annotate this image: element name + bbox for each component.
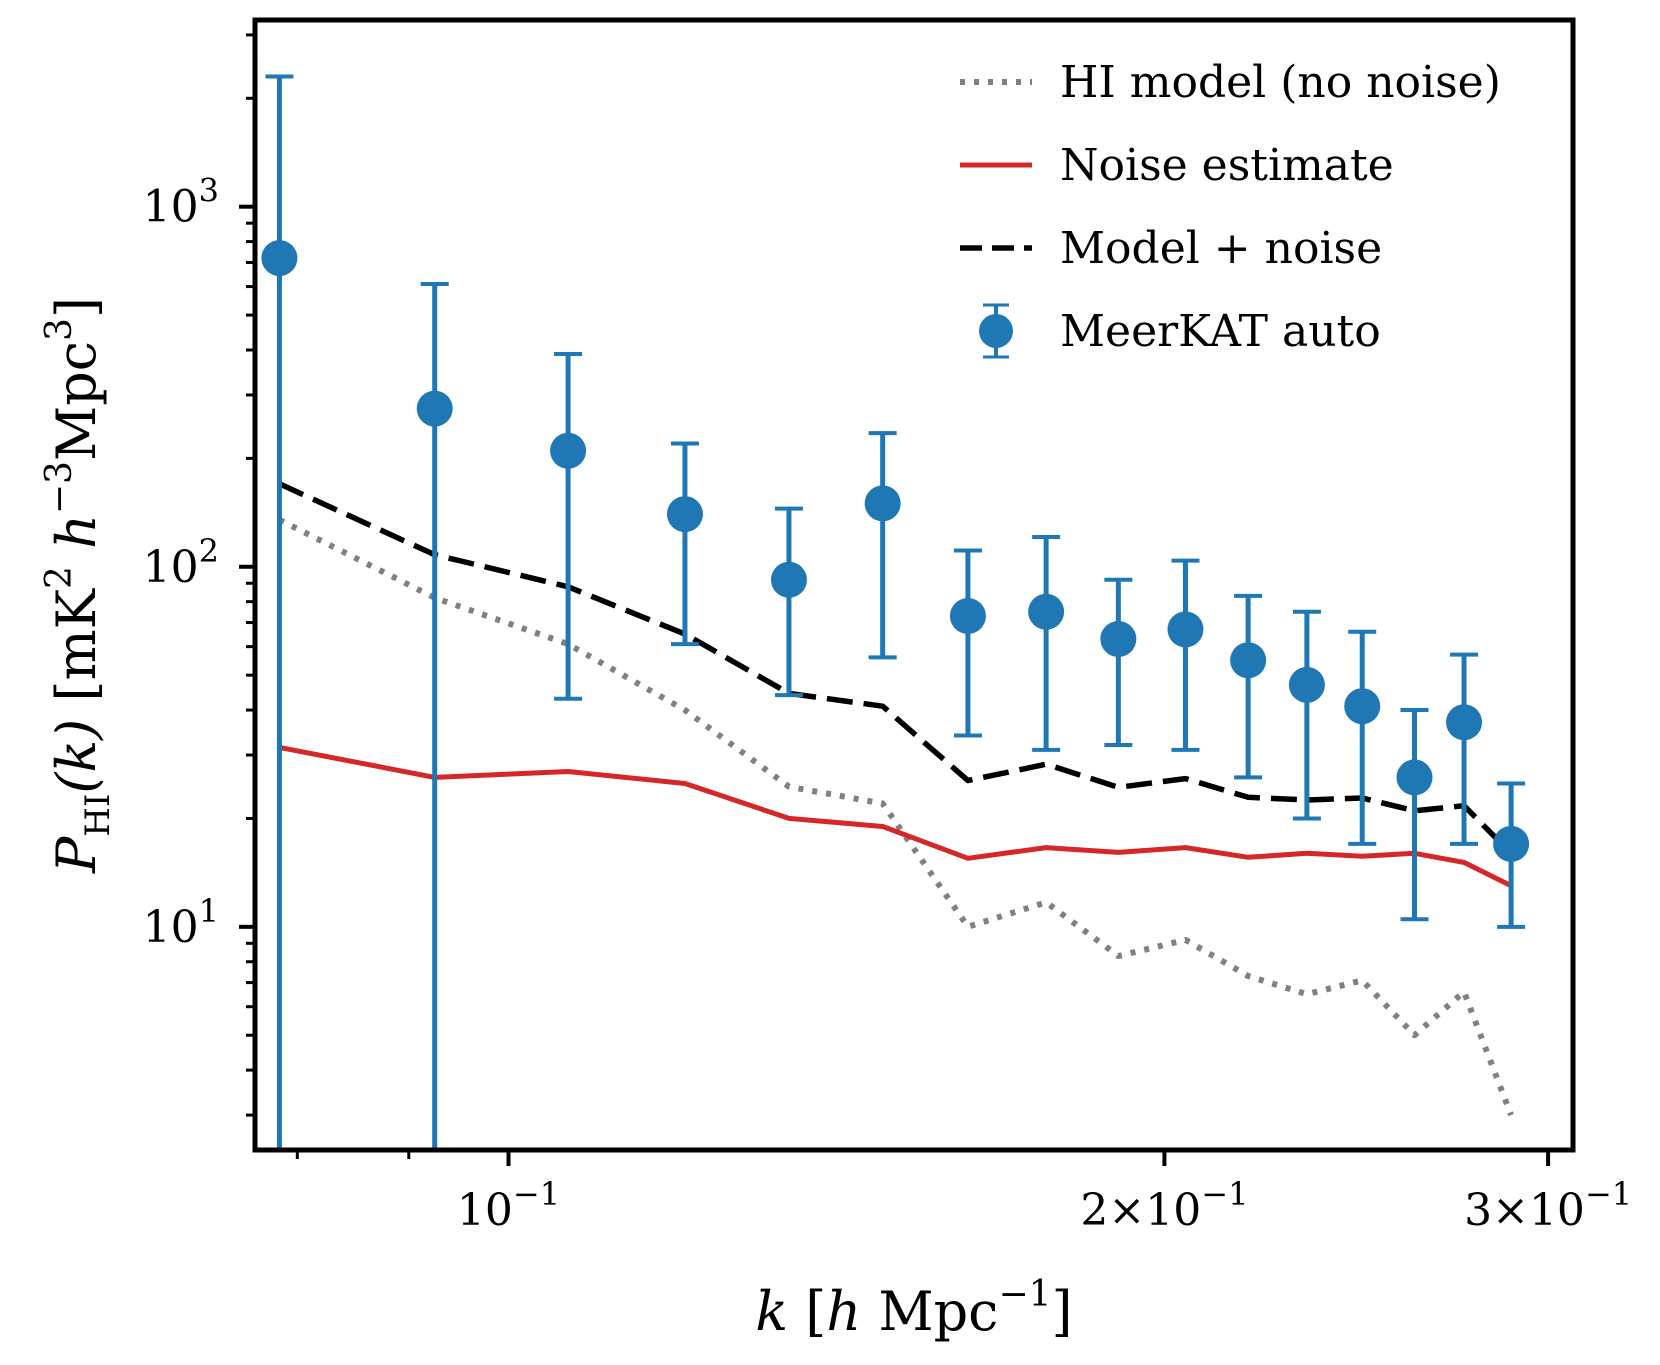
- data-point: [949, 597, 986, 634]
- model-noise-line: [278, 481, 1514, 856]
- data-point: [1100, 621, 1137, 658]
- hi-model-no-noise-line: [278, 517, 1514, 1117]
- legend-label-hi-model-no-noise: HI model (no noise): [1060, 57, 1501, 108]
- y-tick-label: 101: [143, 892, 219, 953]
- x-axis-label: k [h Mpc−1]: [755, 1274, 1072, 1343]
- data-point: [1028, 593, 1065, 630]
- x-tick-label: 3×10−1: [1464, 1175, 1632, 1236]
- data-point: [770, 561, 807, 598]
- plot-frame: [252, 17, 1576, 1153]
- data-point: [1396, 759, 1433, 796]
- data-point: [261, 240, 298, 277]
- data-point: [550, 432, 587, 469]
- y-axis-label: PHI(k) [mK2 h−3Mpc3]: [39, 297, 118, 874]
- data-point: [1344, 688, 1381, 725]
- legend-label-model-noise: Model + noise: [1060, 223, 1382, 274]
- data-point: [1288, 666, 1325, 703]
- legend-label-meerkat-auto: MeerKAT auto: [1060, 306, 1381, 357]
- x-tick-label: 10−1: [457, 1175, 560, 1236]
- axis-labels: k [h Mpc−1] PHI(k) [mK2 h−3Mpc3]: [39, 297, 1073, 1343]
- data-point: [666, 496, 703, 533]
- y-tick-label: 103: [143, 172, 219, 233]
- x-tick-label: 2×10−1: [1080, 1175, 1248, 1236]
- legend-label-noise-estimate: Noise estimate: [1060, 140, 1394, 191]
- y-tick-label: 102: [143, 532, 219, 593]
- series-layer: [261, 74, 1530, 1150]
- noise-estimate-line: [278, 744, 1513, 889]
- data-point: [1493, 825, 1530, 862]
- data-point: [864, 485, 901, 522]
- data-point: [416, 390, 453, 427]
- legend-marker-point: [979, 314, 1013, 348]
- ticks-layer: 10−1 2×10−1 3×10−1 101 102 103: [143, 33, 1632, 1236]
- data-point: [1446, 704, 1483, 741]
- data-point: [1167, 611, 1204, 648]
- data-point: [1230, 642, 1267, 679]
- legend: HI model (no noise) Noise estimate Model +…: [960, 57, 1501, 359]
